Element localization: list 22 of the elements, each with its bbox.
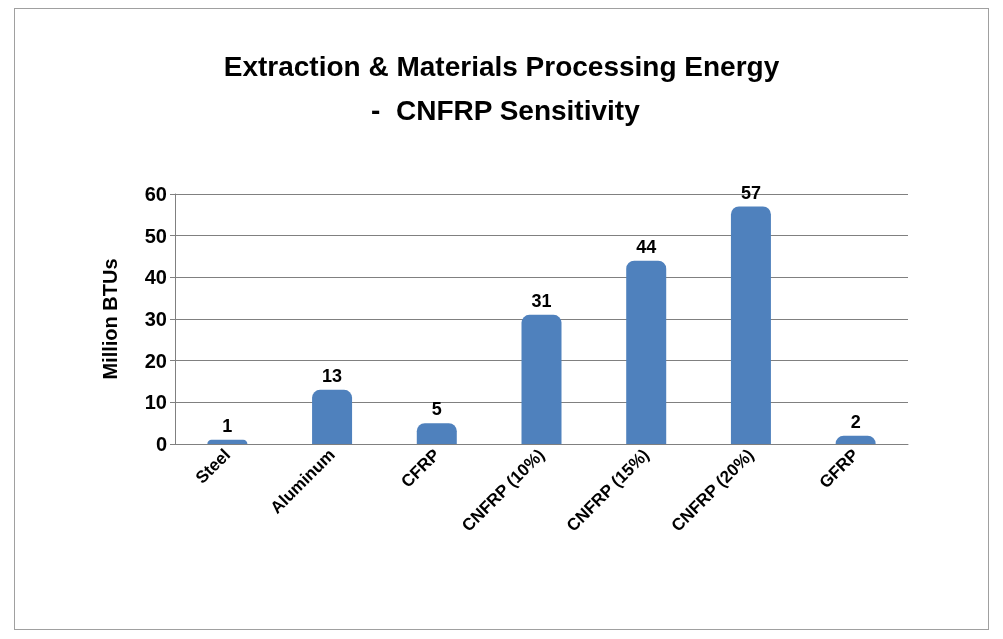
y-tick-label: 40 (144, 266, 167, 289)
chart-title: Extraction & Materials Processing Energy - CNFRP Sensitivity (223, 50, 780, 126)
y-tick-label: 60 (144, 183, 167, 205)
data-label: 5 (431, 399, 442, 420)
y-tick-label: 50 (144, 224, 167, 247)
bar (626, 260, 667, 444)
data-label: 57 (740, 182, 761, 203)
y-axis-title: Million BTUs (99, 258, 121, 380)
bar (207, 439, 248, 444)
y-tick-label: 20 (144, 349, 167, 372)
y-tick-label: 0 (155, 433, 167, 455)
data-label: 1 (222, 415, 233, 436)
data-label: 31 (531, 290, 552, 311)
y-tick-label: 10 (144, 391, 167, 414)
data-label: 44 (636, 236, 657, 257)
bar (730, 206, 771, 444)
bar (312, 389, 353, 444)
bar (416, 423, 457, 444)
data-label: 2 (850, 411, 861, 432)
bar (521, 314, 562, 444)
data-label: 13 (322, 365, 343, 386)
y-tick-label: 30 (144, 308, 167, 330)
